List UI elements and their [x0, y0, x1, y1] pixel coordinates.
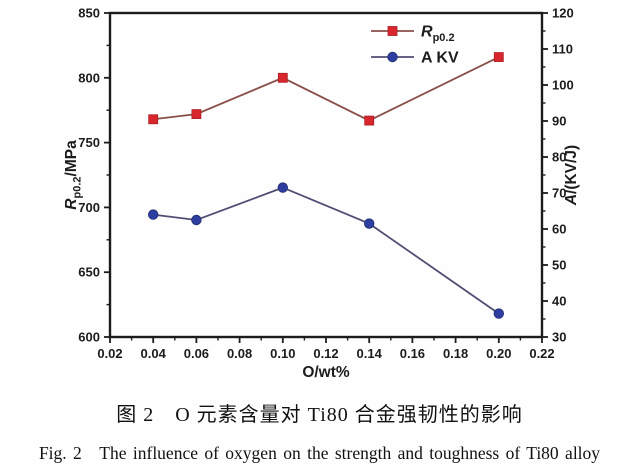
svg-text:0.10: 0.10 — [270, 346, 295, 361]
plot-box — [108, 11, 544, 339]
svg-text:A KV: A KV — [421, 50, 459, 67]
data-point-square — [148, 114, 159, 125]
data-point-circle — [191, 214, 202, 226]
svg-text:0.02: 0.02 — [97, 346, 122, 361]
svg-text:750: 750 — [78, 135, 100, 150]
svg-text:Rp0.2: Rp0.2 — [421, 24, 455, 45]
svg-text:90: 90 — [552, 114, 566, 129]
data-point-square — [364, 115, 375, 126]
figure-caption-chinese: 图 2 O 元素含量对 Ti80 合金强韧性的影响 — [116, 404, 523, 426]
svg-text:0.04: 0.04 — [141, 346, 167, 361]
data-point-square — [191, 109, 202, 119]
data-point-circle — [277, 182, 289, 193]
svg-text:A/(KV/J): A/(KV/J) — [563, 145, 580, 206]
svg-text:0.06: 0.06 — [184, 346, 209, 361]
svg-text:0.18: 0.18 — [443, 346, 468, 361]
svg-text:0.22: 0.22 — [529, 346, 554, 361]
svg-text:850: 850 — [78, 6, 100, 21]
svg-text:100: 100 — [552, 78, 574, 93]
svg-text:0.08: 0.08 — [227, 346, 252, 361]
data-point-square — [277, 72, 288, 83]
y-axis-right: 30 40 50 60 70 80 90 100 110 120 A/(KV/J) — [542, 6, 580, 345]
svg-text:110: 110 — [552, 42, 573, 57]
svg-text:120: 120 — [552, 6, 574, 21]
svg-text:650: 650 — [78, 265, 100, 280]
svg-text:600: 600 — [78, 330, 100, 345]
svg-text:30: 30 — [552, 330, 566, 345]
figure-caption-english: Fig. 2 The influence of oxygen on the st… — [38, 443, 601, 463]
data-point-circle — [493, 308, 505, 319]
data-point-circle — [147, 209, 159, 220]
svg-text:80: 80 — [552, 150, 566, 165]
series-rp02 — [148, 52, 504, 126]
svg-text:0.14: 0.14 — [357, 346, 383, 361]
line-chart: 0.02 0.04 0.06 0.08 0.10 0.12 0.14 0.16 0.18 0.20… — [63, 6, 580, 382]
data-point-circle — [364, 218, 375, 229]
svg-text:Rp0.2/MPa: Rp0.2/MPa — [63, 140, 84, 210]
svg-text:40: 40 — [552, 294, 566, 309]
svg-text:50: 50 — [552, 258, 566, 273]
legend: Rp0.2 A KV — [371, 24, 459, 67]
svg-text:800: 800 — [78, 70, 100, 85]
x-axis: 0.02 0.04 0.06 0.08 0.10 0.12 0.14 0.16 0.18 0.20… — [97, 337, 555, 381]
svg-text:0.12: 0.12 — [313, 346, 338, 361]
series-akv — [147, 182, 505, 319]
data-point-square — [493, 52, 504, 62]
y-axis-left: 600 650 700 750 800 850 Rp0.2/MPa — [63, 6, 110, 345]
chart-area: 0.02 0.04 0.06 0.08 0.10 0.12 0.14 0.16 0.18 0.20… — [63, 6, 580, 382]
svg-text:0.20: 0.20 — [486, 346, 511, 361]
svg-text:60: 60 — [552, 222, 566, 237]
svg-text:70: 70 — [552, 186, 566, 201]
svg-text:700: 700 — [78, 200, 100, 215]
svg-text:0.16: 0.16 — [400, 346, 425, 361]
svg-text:O/wt%: O/wt% — [302, 364, 350, 381]
